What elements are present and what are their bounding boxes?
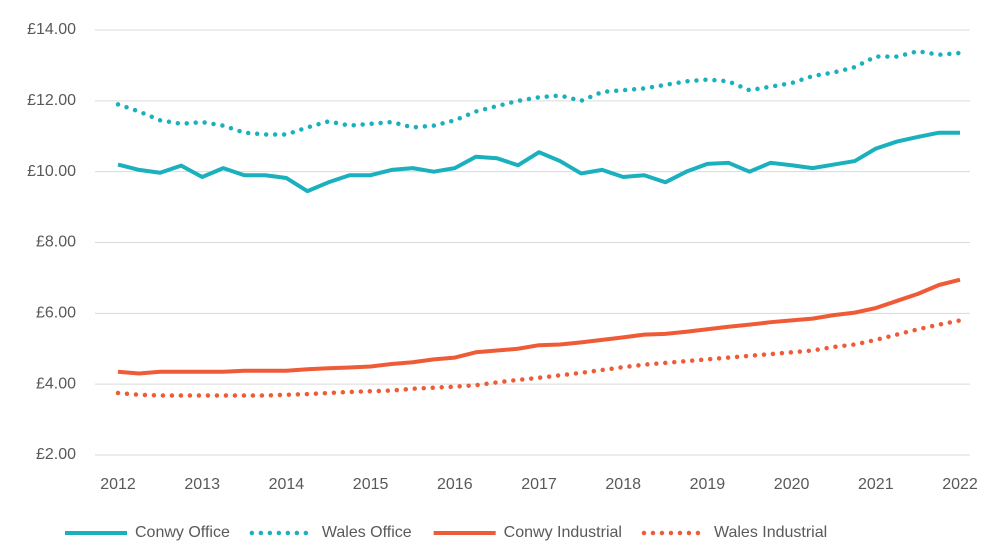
y-tick-label: £8.00 bbox=[36, 234, 76, 251]
legend-label: Wales Industrial bbox=[714, 524, 827, 541]
x-tick-label: 2018 bbox=[605, 476, 641, 493]
x-tick-label: 2022 bbox=[942, 476, 978, 493]
x-tick-label: 2016 bbox=[437, 476, 473, 493]
x-tick-label: 2013 bbox=[184, 476, 220, 493]
x-tick-label: 2012 bbox=[100, 476, 136, 493]
legend-label: Conwy Industrial bbox=[504, 524, 622, 541]
legend-label: Conwy Office bbox=[135, 524, 230, 541]
y-tick-label: £10.00 bbox=[27, 163, 76, 180]
y-tick-label: £4.00 bbox=[36, 375, 76, 392]
series-line bbox=[115, 48, 963, 137]
series-line bbox=[117, 277, 961, 376]
series-line bbox=[117, 130, 960, 194]
y-tick-label: £12.00 bbox=[27, 92, 76, 109]
legend-label: Wales Office bbox=[322, 524, 412, 541]
series-line bbox=[115, 318, 963, 398]
y-tick-label: £6.00 bbox=[36, 305, 76, 322]
x-tick-label: 2014 bbox=[269, 476, 305, 493]
x-tick-label: 2015 bbox=[353, 476, 389, 493]
y-tick-label: £14.00 bbox=[27, 21, 76, 38]
x-tick-label: 2021 bbox=[858, 476, 894, 493]
y-tick-label: £2.00 bbox=[36, 446, 76, 463]
x-tick-label: 2020 bbox=[774, 476, 810, 493]
x-tick-label: 2019 bbox=[690, 476, 726, 493]
x-tick-label: 2017 bbox=[521, 476, 557, 493]
